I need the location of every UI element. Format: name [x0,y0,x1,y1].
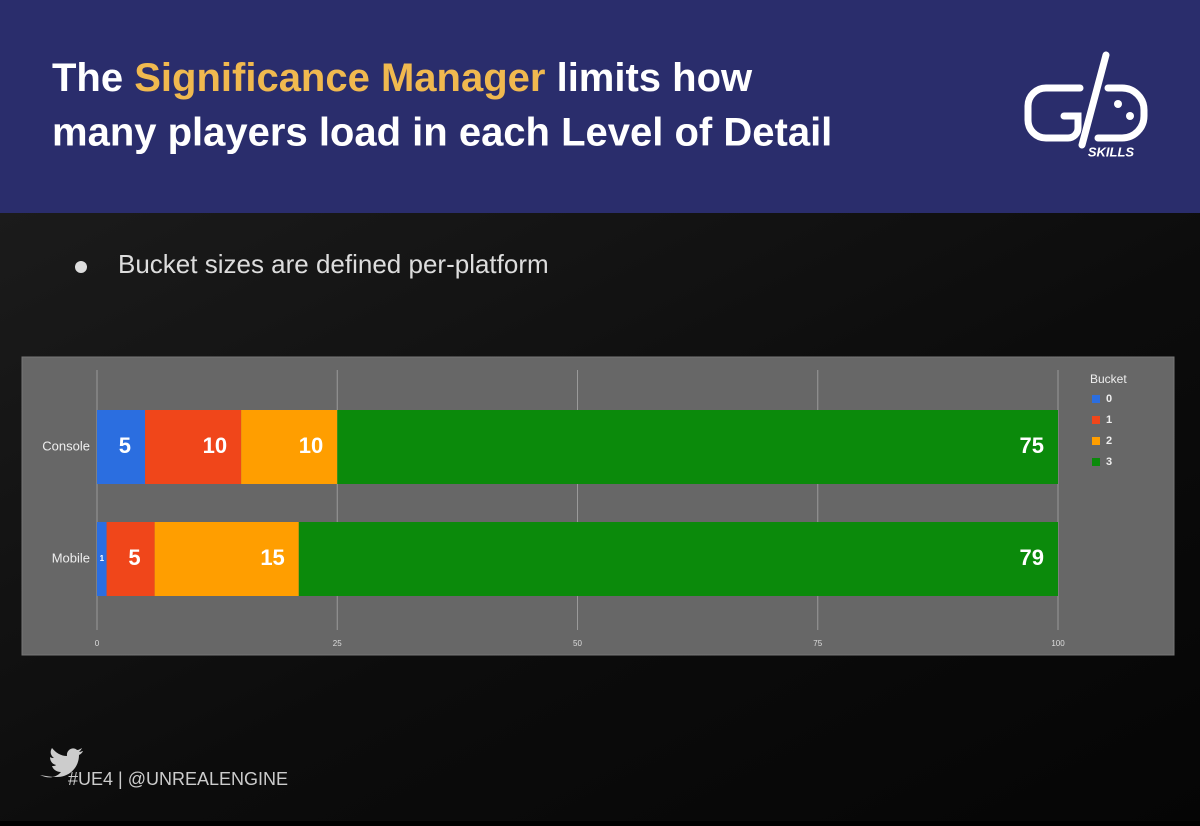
data-label: 79 [1020,545,1044,570]
legend-swatch [1092,395,1100,403]
x-tick-label: 50 [573,639,582,648]
logo-text: SKILLS [1088,144,1135,159]
y-tick-label: Mobile [52,550,90,565]
chart-panel [21,356,1175,656]
legend-swatch [1092,437,1100,445]
legend-title: Bucket [1090,372,1127,386]
bar-segment [154,522,299,596]
bar-segment [97,522,107,596]
title-start: The [52,56,134,100]
bar-segment [145,410,242,484]
logo-dot [1126,112,1134,120]
legend-label: 1 [1106,414,1112,426]
legend-label: 0 [1106,393,1112,405]
legend-swatch [1092,458,1100,466]
logo [1024,51,1148,149]
x-tick-label: 0 [95,639,100,648]
logo-slash [1078,51,1110,149]
logo-g [1024,84,1084,142]
title-line-2: many players load in each Level of Detai… [52,111,832,155]
x-tick-label: 75 [813,639,822,648]
logo-dot [1114,100,1122,108]
data-label: 1 [100,554,105,563]
legend-swatch [1092,416,1100,424]
footer-text: #UE4 | @UNREALENGINE [68,769,288,789]
data-label: 10 [203,433,227,458]
data-label: 5 [119,433,131,458]
x-tick-label: 100 [1051,639,1065,648]
twitter-icon [40,748,83,778]
logo-d [1094,84,1148,142]
data-label: 10 [299,433,323,458]
y-tick-label: Console [42,438,90,453]
legend-label: 3 [1106,456,1112,468]
data-label: 75 [1020,433,1044,458]
bullet-text: Bucket sizes are defined per-platform [118,249,549,279]
legend-label: 2 [1106,435,1112,447]
data-label: 15 [260,545,284,570]
bullet-dot [75,261,87,273]
title-highlight: Significance Manager [134,56,545,100]
bar-segment [97,410,146,484]
header-band [0,0,1200,213]
title-end: limits how [545,56,753,100]
bar-segment [241,410,338,484]
bar-segment [298,522,1058,596]
x-tick-label: 25 [333,639,342,648]
bar-segment [337,410,1058,484]
bar-segment [106,522,155,596]
title-line-1: The Significance Manager limits how [52,56,753,100]
data-label: 5 [128,545,140,570]
